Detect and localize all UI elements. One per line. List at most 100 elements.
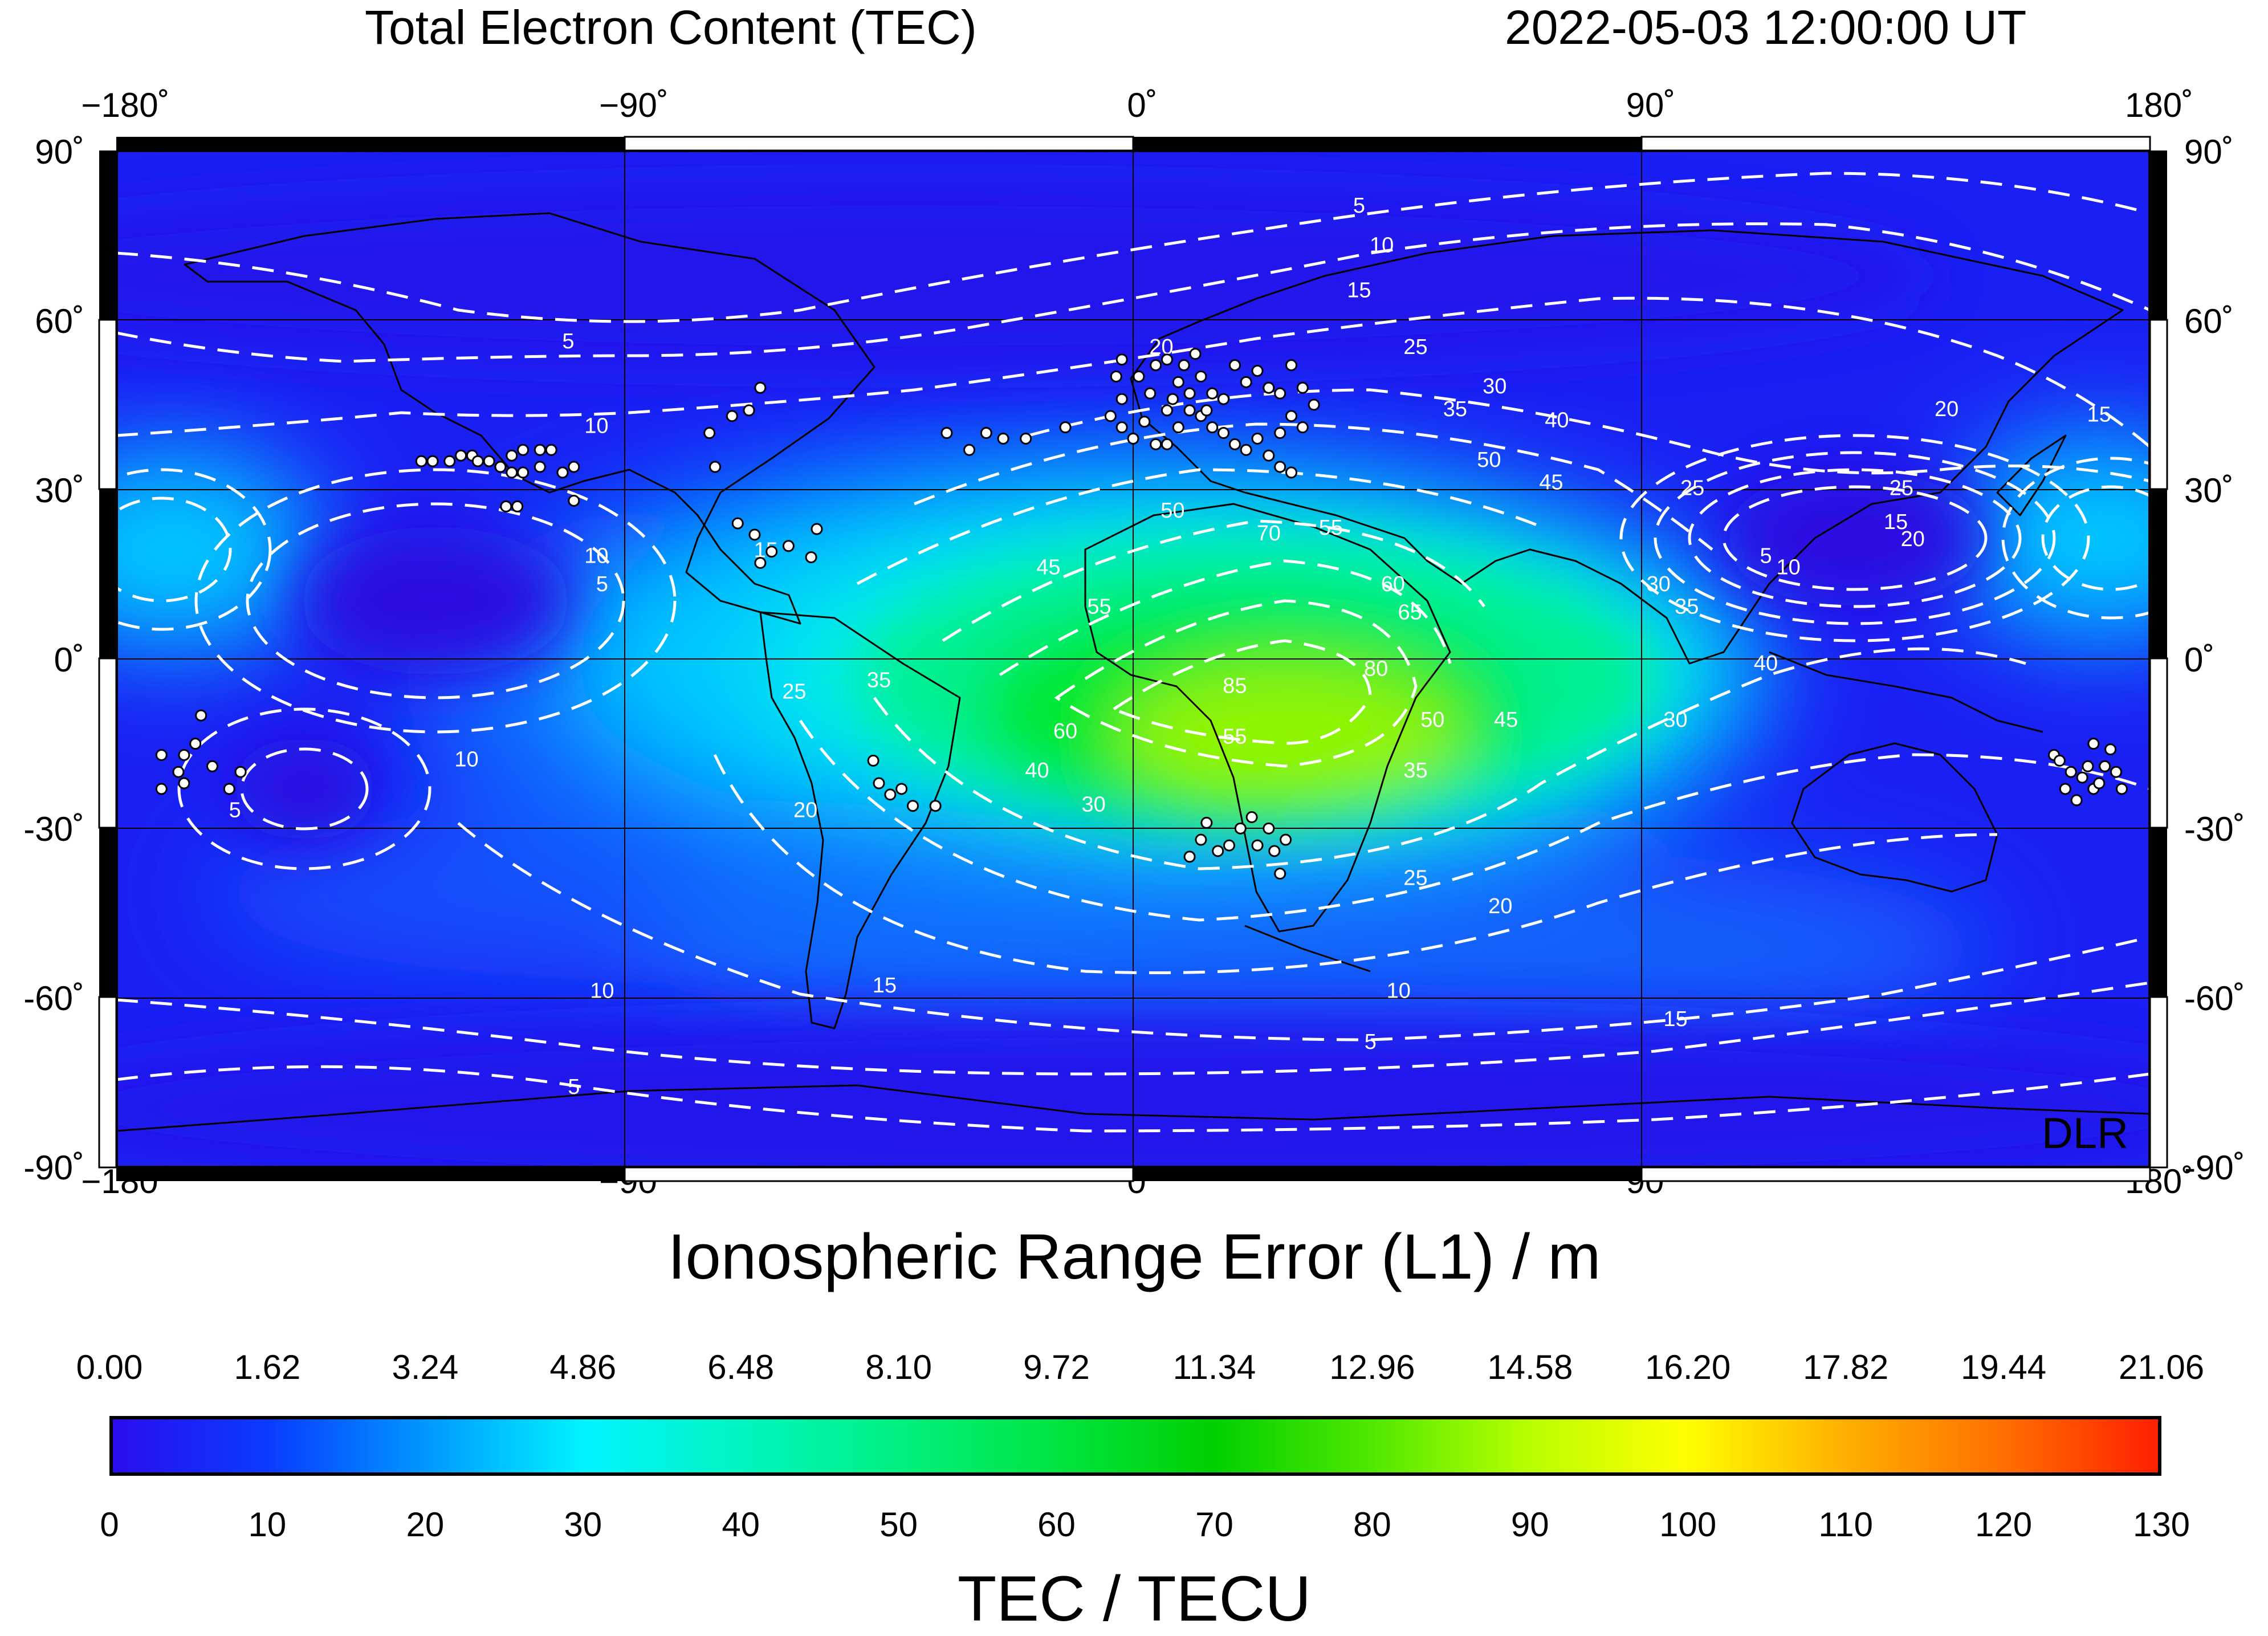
tec-map: 5101520253035405045510105155070556065808… xyxy=(116,150,2150,1167)
gnss-station-marker xyxy=(234,766,247,778)
gnss-station-marker xyxy=(1195,833,1207,846)
gnss-station-marker xyxy=(1195,370,1207,382)
gnss-station-marker xyxy=(172,766,185,778)
range-error-tick: 4.86 xyxy=(549,1348,617,1386)
lat-tick-left-90: 90˚ xyxy=(35,133,84,171)
gnss-station-marker xyxy=(455,449,467,462)
gnss-station-marker xyxy=(940,427,953,439)
contour-label: 30 xyxy=(1647,572,1671,596)
gnss-station-marker xyxy=(155,748,168,761)
map-frame-border xyxy=(98,136,2168,1182)
tec-core xyxy=(857,544,1655,817)
contour-label: 35 xyxy=(1403,759,1427,783)
gnss-station-marker xyxy=(811,523,823,535)
contour-label: 55 xyxy=(1319,516,1343,540)
gnss-station-marker xyxy=(1183,404,1196,417)
contour-label: 70 xyxy=(1257,522,1281,546)
gnss-station-marker xyxy=(1104,410,1117,422)
gnss-station-marker xyxy=(189,738,202,750)
gnss-station-marker xyxy=(1178,359,1190,372)
gnss-station-marker xyxy=(929,800,942,812)
tec-tick: 0 xyxy=(100,1505,119,1544)
gnss-station-marker xyxy=(1218,393,1230,405)
tec-map-svg: 5101520253035405045510105155070556065808… xyxy=(116,150,2150,1167)
gnss-station-marker xyxy=(1138,416,1151,428)
gnss-station-marker xyxy=(517,466,530,479)
lat-tick-left-minus30: -30˚ xyxy=(23,810,84,848)
gnss-station-marker xyxy=(1183,387,1196,400)
colorbar xyxy=(109,1416,2161,1476)
lon-tick-top-90: 90˚ xyxy=(1626,86,1676,124)
contour-label: 10 xyxy=(590,979,614,1003)
gnss-station-marker xyxy=(1251,432,1264,445)
gnss-station-marker xyxy=(1296,381,1309,394)
gnss-station-marker xyxy=(1240,376,1252,388)
gnss-station-marker xyxy=(506,449,518,462)
contour-label: 15 xyxy=(1663,1007,1687,1031)
gnss-station-marker xyxy=(568,494,580,507)
tec-tick: 130 xyxy=(2132,1505,2190,1544)
gnss-station-marker xyxy=(443,455,456,467)
range-error-tick: 11.34 xyxy=(1172,1348,1256,1386)
lat-tick-right-minus30: -30˚ xyxy=(2184,810,2245,848)
range-error-title: Ionospheric Range Error (L1) / m xyxy=(667,1221,1601,1292)
lat-tick-left-minus90: -90˚ xyxy=(23,1149,84,1187)
lon-tick-top-0: 0˚ xyxy=(1127,86,1158,124)
gnss-station-marker xyxy=(782,540,795,552)
dlr-watermark: DLR xyxy=(2042,1109,2128,1158)
gnss-station-marker xyxy=(178,777,190,789)
gnss-station-marker xyxy=(2093,777,2106,789)
contour-label: 5 xyxy=(1760,544,1772,568)
contour-label: 35 xyxy=(1443,397,1467,421)
gnss-station-marker xyxy=(534,443,546,456)
contour-label: 10 xyxy=(1777,555,1801,579)
gnss-station-marker xyxy=(1161,438,1173,450)
tec-tick: 10 xyxy=(248,1505,287,1544)
gnss-station-marker xyxy=(534,461,546,473)
range-error-tick: 9.72 xyxy=(1023,1348,1090,1386)
contour-label: 30 xyxy=(1663,708,1687,732)
gnss-station-marker xyxy=(1189,348,1202,360)
gnss-station-marker xyxy=(1308,398,1320,411)
gnss-station-marker xyxy=(483,455,495,467)
gnss-station-marker xyxy=(867,754,879,767)
gnss-station-marker xyxy=(1172,376,1184,388)
gnss-station-marker xyxy=(1110,370,1122,382)
tec-tick: 90 xyxy=(1510,1505,1549,1544)
gnss-station-marker xyxy=(1161,353,1173,366)
gnss-station-marker xyxy=(1268,845,1281,857)
contour-label: 40 xyxy=(1545,409,1569,433)
contour-label: 10 xyxy=(584,544,608,568)
contour-label: 40 xyxy=(1754,652,1778,675)
gnss-station-marker xyxy=(568,461,580,473)
gnss-station-marker xyxy=(1161,404,1173,417)
tec-tick: 40 xyxy=(722,1505,760,1544)
gnss-station-marker xyxy=(2115,783,2128,795)
map-border xyxy=(116,150,2150,1167)
gnss-station-marker xyxy=(1183,850,1196,863)
contour-label: 5 xyxy=(562,329,574,353)
gnss-station-marker xyxy=(1212,845,1224,857)
gnss-station-marker xyxy=(895,783,908,795)
contour-label: 5 xyxy=(229,799,241,823)
contour-label: 50 xyxy=(1420,708,1444,732)
lat-tick-left-0: 0˚ xyxy=(54,641,84,679)
contour-label: 15 xyxy=(873,974,897,998)
gnss-station-marker xyxy=(1150,359,1162,372)
gnss-station-marker xyxy=(426,455,439,467)
gnss-station-marker xyxy=(1228,438,1241,450)
contour-label: 10 xyxy=(1370,233,1394,257)
contour-label: 5 xyxy=(596,572,608,596)
tec-contours xyxy=(116,172,2150,1133)
gnss-station-marker xyxy=(415,455,427,467)
contour-label: 10 xyxy=(1387,979,1411,1003)
gnss-station-marker xyxy=(1115,353,1128,366)
lon-tick-top-minus90: −90˚ xyxy=(599,86,669,124)
gnss-station-marker xyxy=(500,500,512,512)
gnss-station-marker xyxy=(743,404,755,417)
contour-label: 40 xyxy=(1025,759,1049,783)
contour-label: 45 xyxy=(1494,708,1518,732)
gnss-station-marker xyxy=(754,381,767,394)
contour-label: 25 xyxy=(1403,335,1427,359)
tec-tick: 60 xyxy=(1037,1505,1076,1544)
